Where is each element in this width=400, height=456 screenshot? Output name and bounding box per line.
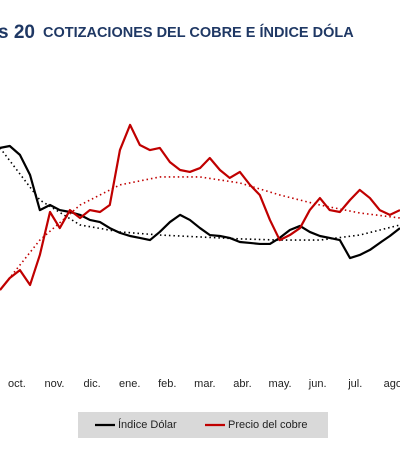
x-tick-label: feb. [158, 378, 176, 390]
legend-label: Precio del cobre [228, 419, 308, 431]
x-tick-label: dic. [84, 378, 101, 390]
x-tick-label: ago [384, 378, 400, 390]
legend-box [78, 412, 328, 438]
chart-title: COTIZACIONES DEL COBRE E ÍNDICE DÓLA [43, 23, 354, 41]
x-tick-label: jul. [347, 378, 362, 390]
x-tick-label: may. [269, 378, 292, 390]
line [0, 123, 400, 291]
x-tick-label: jun. [308, 378, 327, 390]
x-tick-label: nov. [45, 378, 65, 390]
x-tick-label: mar. [194, 378, 215, 390]
legend-label: Índice Dólar [118, 418, 177, 431]
chart-title-prefix: s 20 [0, 22, 35, 43]
line [0, 144, 400, 260]
trend-line [0, 176, 400, 291]
x-tick-label: abr. [233, 378, 251, 390]
x-tick-label: oct. [8, 378, 26, 390]
x-tick-label: ene. [119, 378, 140, 390]
